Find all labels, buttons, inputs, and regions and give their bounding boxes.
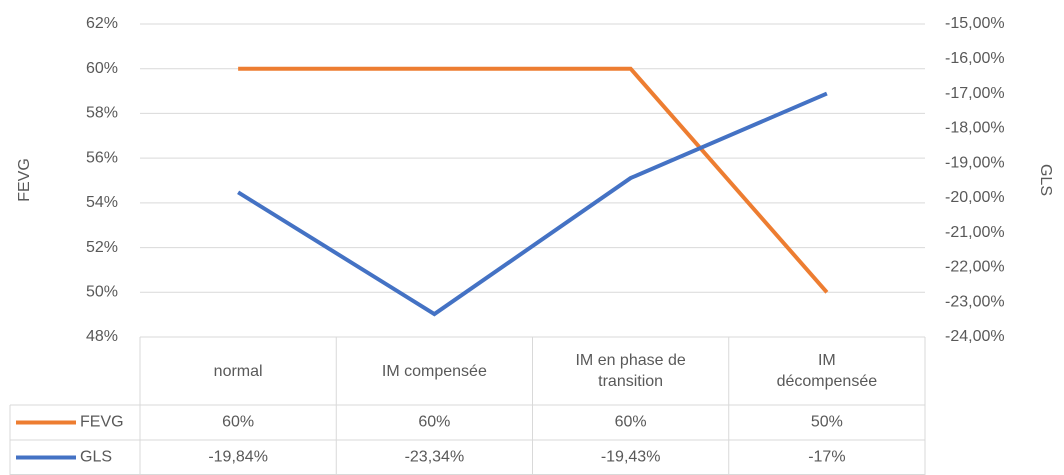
y-tick-label: 62% [86,15,118,32]
table-value: 60% [615,414,647,431]
y-tick-label: 54% [86,194,118,211]
y-tick-label: 58% [86,105,118,122]
y2-tick-label: -21,00% [945,224,1005,241]
y2-tick-label: -17,00% [945,85,1005,102]
y2-axis-title: GLS [1037,164,1054,196]
table-value: 50% [811,414,843,431]
y2-tick-label: -22,00% [945,259,1005,276]
table-value: 60% [418,414,450,431]
y2-tick-label: -23,00% [945,293,1005,310]
table-value: 60% [222,414,254,431]
category-label: IM compensée [336,337,532,405]
y2-tick-label: -24,00% [945,328,1005,345]
y2-tick-label: -15,00% [945,15,1005,32]
category-text: IM compensée [381,362,487,380]
category-label: IM en phase de transition [533,337,729,405]
series-line [237,91,828,317]
category-text: IM décompensée [776,352,878,390]
table-value: -17% [808,449,845,466]
y-tick-label: 50% [86,284,118,301]
legend-label: FEVG [80,414,124,431]
y2-tick-label: -20,00% [945,189,1005,206]
y-axis-title: FEVG [16,158,33,202]
legend-label: GLS [80,449,112,466]
y2-tick-label: -16,00% [945,50,1005,67]
y-tick-label: 52% [86,239,118,256]
category-label: IM décompensée [729,337,925,405]
category-text: IM en phase de transition [575,352,686,390]
category-label: normal [140,337,336,405]
table-value: -23,34% [405,449,465,466]
y-tick-label: 60% [86,60,118,77]
y-tick-label: 48% [86,328,118,345]
series-line [238,66,829,294]
table-value: -19,43% [601,449,661,466]
y2-tick-label: -18,00% [945,120,1005,137]
category-text: normal [213,362,263,380]
y-tick-label: 56% [86,149,118,166]
y2-tick-label: -19,00% [945,154,1005,171]
table-value: -19,84% [208,449,268,466]
